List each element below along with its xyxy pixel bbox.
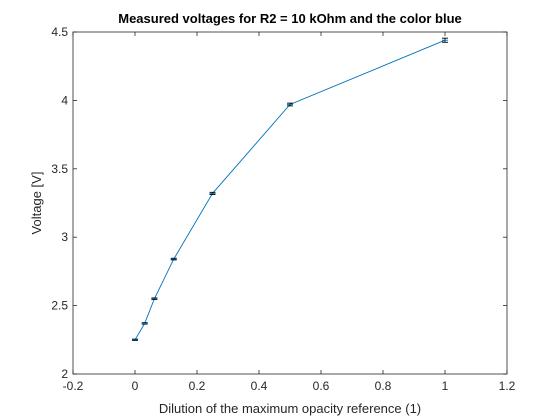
data-point: [132, 338, 138, 341]
y-tick-label: 4.5: [51, 25, 68, 39]
data-point: [170, 257, 177, 261]
y-tick-label: 3: [61, 230, 68, 244]
plot-frame: [72, 31, 508, 375]
y-tick-label: 2.5: [51, 299, 68, 313]
y-tick-label: 4: [61, 93, 68, 107]
x-tick-label: 0.2: [189, 379, 206, 393]
chart-title: Measured voltages for R2 = 10 kOhm and t…: [118, 11, 462, 26]
x-tick-label: 1: [442, 379, 449, 393]
y-axis-ticks: 2 2.5 3 3.5 4 4.5: [51, 25, 507, 381]
x-tick-label: 0.4: [251, 379, 268, 393]
y-axis-label: Voltage [V]: [29, 172, 44, 235]
y-tick-label: 2: [61, 367, 68, 381]
x-tick-label: 0.6: [313, 379, 330, 393]
data-point: [151, 297, 158, 301]
x-tick-label: 0: [132, 379, 139, 393]
y-tick-label: 3.5: [51, 162, 68, 176]
data-point: [141, 322, 148, 325]
data-point: [209, 191, 216, 195]
data-marks: [132, 37, 448, 341]
x-tick-label: 0.8: [375, 379, 392, 393]
x-axis-label: Dilution of the maximum opacity referenc…: [159, 401, 421, 416]
x-tick-label: -0.2: [63, 379, 84, 393]
data-point: [287, 102, 293, 107]
x-tick-label: 1.2: [499, 379, 516, 393]
plot-area: [73, 32, 507, 374]
data-point: [442, 37, 448, 43]
x-axis-ticks: -0.2 0 0.2 0.4 0.6 0.8 1 1.2: [63, 32, 516, 393]
